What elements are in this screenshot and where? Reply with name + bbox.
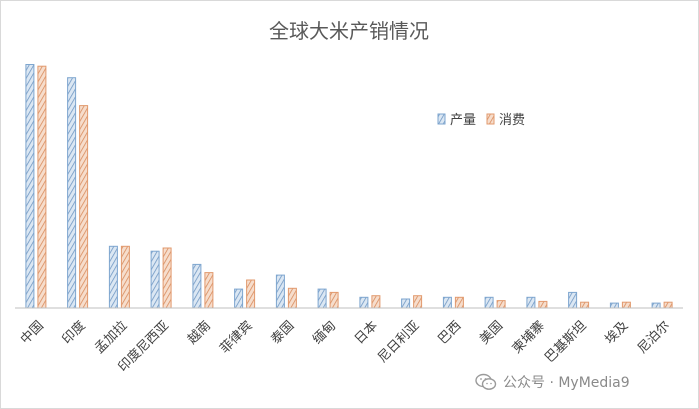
x-tick-label: 印度 — [59, 318, 89, 348]
bar-consumption-11 — [496, 300, 506, 309]
x-tick-label: 泰国 — [268, 318, 297, 347]
bar-consumption-15 — [663, 301, 673, 309]
bar-consumption-2 — [120, 245, 130, 309]
legend-label-1: 消费 — [499, 113, 525, 128]
legend-swatch-0 — [437, 113, 446, 125]
legend: 产量 消费 — [437, 113, 525, 128]
x-tick-label: 日本 — [352, 318, 381, 347]
bar-consumption-1 — [79, 105, 89, 309]
x-tick-label: 柬埔寨 — [509, 318, 548, 357]
x-tick-label: 尼日利亚 — [375, 318, 422, 365]
bar-production-1 — [67, 77, 77, 309]
x-tick-label: 缅甸 — [310, 318, 339, 347]
bar-production-8 — [359, 296, 369, 309]
x-tick-label: 巴西 — [435, 318, 464, 347]
bar-consumption-0 — [37, 65, 47, 309]
chart-title: 全球大米产销情况 — [269, 19, 429, 43]
bar-consumption-3 — [162, 247, 172, 309]
bar-consumption-9 — [413, 295, 423, 309]
bar-production-2 — [108, 245, 118, 309]
x-tick-label: 中国 — [18, 318, 47, 347]
bar-production-3 — [150, 250, 160, 309]
bar-production-4 — [192, 263, 202, 309]
bar-consumption-7 — [329, 291, 339, 309]
wechat-icon — [475, 373, 497, 390]
bar-consumption-14 — [621, 301, 631, 309]
bar-production-7 — [317, 288, 327, 309]
watermark-text: 公众号 · MyMedia9 — [503, 375, 630, 391]
x-tick-label: 巴基斯坦 — [542, 318, 589, 365]
x-tick-label: 越南 — [184, 318, 214, 348]
bar-production-6 — [275, 274, 285, 309]
legend-label-0: 产量 — [450, 113, 476, 128]
bars-group — [25, 64, 673, 309]
bar-consumption-8 — [371, 295, 381, 309]
bar-production-14 — [609, 302, 619, 309]
x-tick-label: 埃及 — [602, 318, 631, 347]
bar-consumption-5 — [246, 279, 256, 309]
x-tick-label: 菲律宾 — [217, 318, 256, 357]
legend-swatch-1 — [486, 113, 495, 125]
bar-production-11 — [484, 296, 494, 309]
bar-consumption-12 — [538, 300, 548, 309]
bar-consumption-6 — [287, 287, 297, 309]
bar-production-12 — [526, 296, 536, 309]
bar-production-13 — [568, 291, 578, 309]
bar-consumption-13 — [580, 301, 590, 309]
bar-consumption-4 — [204, 272, 214, 309]
x-tick-label: 孟加拉 — [92, 318, 130, 356]
watermark: 公众号 · MyMedia9 — [475, 371, 630, 393]
bar-production-5 — [234, 288, 244, 309]
bar-production-0 — [25, 64, 35, 309]
bar-production-9 — [401, 298, 411, 309]
x-tick-label: 美国 — [477, 318, 506, 347]
bar-consumption-10 — [454, 296, 464, 309]
bar-production-15 — [651, 302, 661, 309]
bar-production-10 — [442, 296, 452, 309]
x-tick-label: 尼泊尔 — [635, 318, 673, 356]
